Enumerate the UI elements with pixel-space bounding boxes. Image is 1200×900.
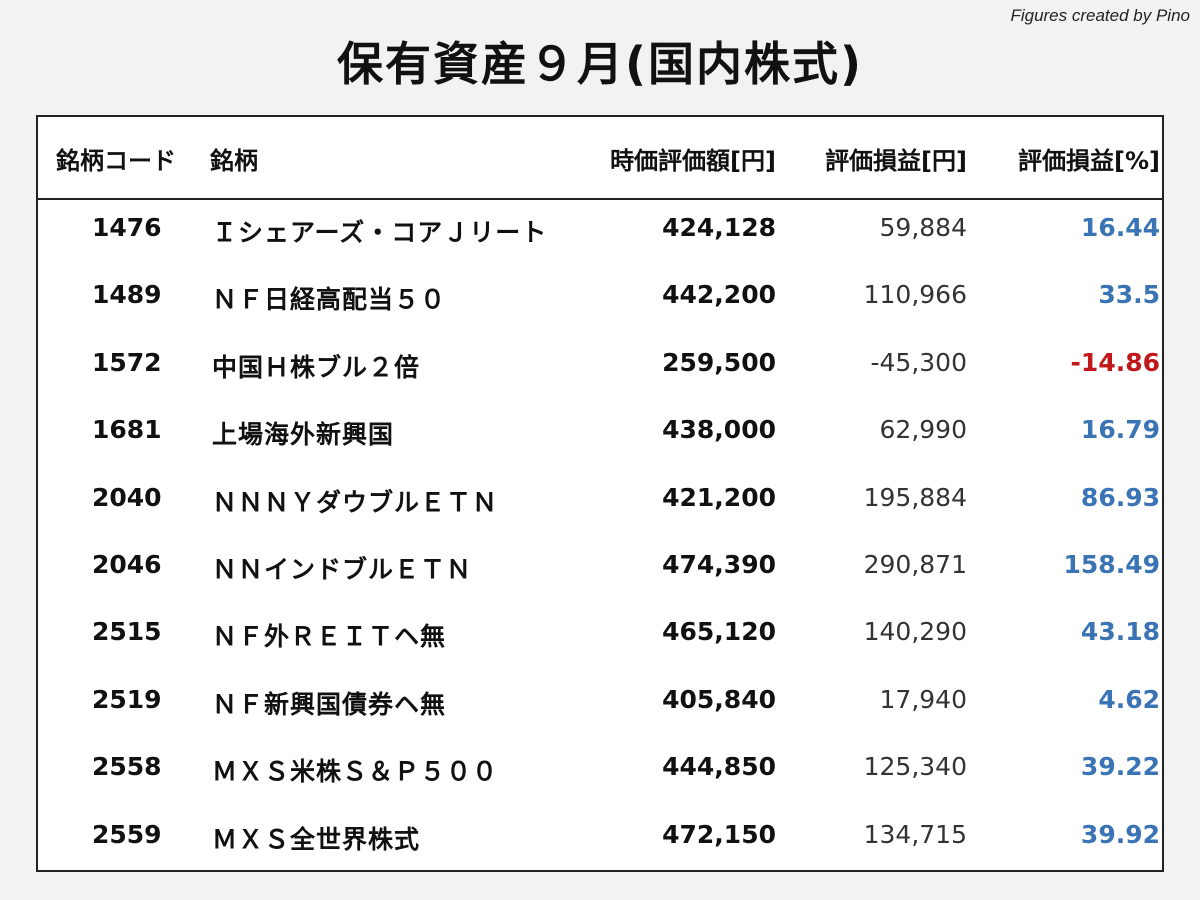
page-title: 保有資産９月(国内株式) bbox=[336, 37, 864, 91]
row-pl-pct: -14.86 bbox=[1070, 347, 1160, 377]
table-row: 1476 Ｉシェアーズ・コアＪリート 424,128 59,884 16.44 bbox=[38, 197, 1162, 264]
row-code: 2040 bbox=[92, 482, 162, 512]
row-code: 1681 bbox=[92, 415, 162, 445]
row-code: 2046 bbox=[92, 550, 162, 579]
header-pl-pct: 評価損益[%] bbox=[1018, 147, 1160, 175]
row-name: ＮＦ日経高配当５０ bbox=[212, 285, 447, 315]
table-row: 1681 上場海外新興国 438,000 62,990 16.79 bbox=[38, 399, 1162, 466]
row-pl-pct: 4.62 bbox=[1098, 684, 1160, 714]
row-name: ＮＮインドブルＥＴＮ bbox=[212, 555, 473, 584]
table-row: 2515 ＮＦ外ＲＥＩＴヘ無 465,120 140,290 43.18 bbox=[38, 601, 1162, 668]
row-name: ＮＮＮＹダウブルＥＴＮ bbox=[212, 487, 499, 517]
table-row: 1572 中国Ｈ株ブル２倍 259,500 -45,300 -14.86 bbox=[38, 332, 1162, 399]
row-pl-yen: 134,715 bbox=[863, 819, 967, 849]
row-pl-pct: 43.18 bbox=[1080, 617, 1160, 647]
row-name: ＮＦ新興国債券ヘ無 bbox=[212, 689, 447, 719]
row-pl-yen: 195,884 bbox=[863, 482, 967, 512]
row-code: 1476 bbox=[92, 213, 162, 242]
row-market-value: 442,200 bbox=[662, 280, 776, 310]
row-pl-yen: 110,966 bbox=[863, 280, 967, 310]
row-code: 1489 bbox=[92, 280, 162, 310]
table-header: 銘柄コード 銘柄 時価評価額[円] 評価損益[円] 評価損益[%] bbox=[38, 117, 1162, 200]
header-market-value: 時価評価額[円] bbox=[610, 147, 776, 175]
row-market-value: 444,850 bbox=[662, 752, 776, 782]
row-market-value: 465,120 bbox=[662, 617, 776, 647]
table-row: 2040 ＮＮＮＹダウブルＥＴＮ 421,200 195,884 86.93 bbox=[38, 467, 1162, 534]
row-market-value: 474,390 bbox=[662, 550, 776, 579]
row-pl-pct: 39.22 bbox=[1080, 752, 1160, 782]
header-code: 銘柄コード bbox=[56, 147, 176, 175]
row-pl-yen: 59,884 bbox=[879, 213, 967, 242]
row-pl-pct: 86.93 bbox=[1080, 482, 1160, 512]
row-name: ＮＦ外ＲＥＩＴヘ無 bbox=[212, 622, 447, 652]
row-name: 上場海外新興国 bbox=[212, 420, 395, 450]
row-pl-yen: -45,300 bbox=[870, 347, 968, 377]
row-pl-yen: 17,940 bbox=[879, 684, 967, 714]
row-pl-pct: 158.49 bbox=[1063, 550, 1160, 579]
table-row: 1489 ＮＦ日経高配当５０ 442,200 110,966 33.5 bbox=[38, 264, 1162, 331]
row-name: 中国Ｈ株ブル２倍 bbox=[212, 352, 421, 382]
row-code: 2515 bbox=[92, 617, 162, 647]
row-market-value: 259,500 bbox=[662, 347, 776, 377]
table-row: 2559 ＭＸＳ全世界株式 472,150 134,715 39.92 bbox=[38, 804, 1162, 871]
header-pl-yen: 評価損益[円] bbox=[825, 147, 967, 175]
row-code: 2519 bbox=[92, 684, 162, 714]
row-pl-yen: 62,990 bbox=[879, 415, 967, 445]
row-name: Ｉシェアーズ・コアＪリート bbox=[212, 218, 548, 247]
row-pl-yen: 290,871 bbox=[863, 550, 967, 579]
row-pl-pct: 33.5 bbox=[1098, 280, 1160, 310]
row-name: ＭＸＳ米株Ｓ＆Ｐ５００ bbox=[212, 757, 499, 787]
table-row: 2519 ＮＦ新興国債券ヘ無 405,840 17,940 4.62 bbox=[38, 669, 1162, 736]
row-pl-pct: 16.44 bbox=[1080, 213, 1160, 242]
row-market-value: 424,128 bbox=[662, 213, 776, 242]
row-name: ＭＸＳ全世界株式 bbox=[212, 824, 421, 854]
row-code: 1572 bbox=[92, 347, 162, 377]
header-name: 銘柄 bbox=[210, 147, 258, 175]
holdings-table: 銘柄コード 銘柄 時価評価額[円] 評価損益[円] 評価損益[%] 1476 Ｉシ… bbox=[36, 115, 1164, 872]
row-market-value: 472,150 bbox=[662, 819, 776, 849]
table-row: 2558 ＭＸＳ米株Ｓ＆Ｐ５００ 444,850 125,340 39.22 bbox=[38, 736, 1162, 803]
row-pl-pct: 16.79 bbox=[1080, 415, 1160, 445]
row-market-value: 438,000 bbox=[662, 415, 776, 445]
row-code: 2558 bbox=[92, 752, 162, 782]
row-pl-yen: 125,340 bbox=[863, 752, 967, 782]
row-code: 2559 bbox=[92, 819, 162, 849]
table-row: 2046 ＮＮインドブルＥＴＮ 474,390 290,871 158.49 bbox=[38, 534, 1162, 601]
row-pl-pct: 39.92 bbox=[1080, 819, 1160, 849]
row-market-value: 405,840 bbox=[662, 684, 776, 714]
row-market-value: 421,200 bbox=[662, 482, 776, 512]
row-pl-yen: 140,290 bbox=[863, 617, 967, 647]
credit-text: Figures created by Pino bbox=[1010, 6, 1190, 25]
